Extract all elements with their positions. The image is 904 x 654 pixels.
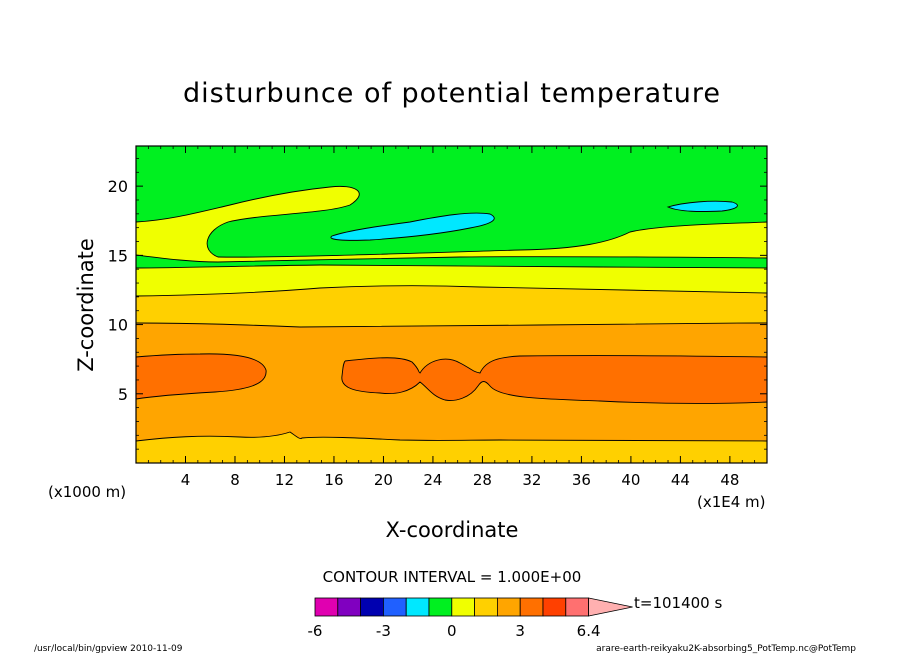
contour-line	[341, 355, 768, 404]
colorbar-labels: -6 -3 0 3 6.4	[308, 622, 601, 640]
colorbar-swatch	[519, 597, 544, 617]
x-axis: 4 8 12 16 20 24 28 32 36 40 44 48	[147, 146, 756, 489]
colorbar-swatch	[428, 597, 453, 617]
contour-line	[135, 353, 267, 400]
x-axis-label: X-coordinate	[386, 518, 519, 542]
colorbar	[314, 597, 633, 617]
y-tick-label: 5	[118, 385, 128, 404]
band-lower-gold	[136, 432, 767, 463]
colorbar-label: 6.4	[577, 622, 601, 640]
x-unit-label: (x1E4 m)	[697, 493, 766, 511]
colorbar-label: 0	[447, 622, 457, 640]
x-tick-label: 8	[230, 471, 240, 489]
colorbar-swatch	[496, 597, 521, 617]
colorbar-swatch	[474, 597, 498, 617]
colorbar-label: -3	[376, 622, 391, 640]
contour-line	[135, 285, 768, 297]
x-tick-label: 28	[473, 471, 492, 489]
contour-line	[135, 254, 768, 263]
y-axis: 5 10 15 20	[108, 158, 767, 450]
contour-line	[135, 264, 768, 269]
contour-line	[135, 185, 768, 258]
plot-area	[135, 145, 768, 464]
x-tick-label: 40	[621, 471, 640, 489]
colorbar-label: -6	[308, 622, 323, 640]
right-edge-notch	[760, 258, 767, 267]
contour-interval: CONTOUR INTERVAL = 1.000E+00	[323, 568, 582, 586]
colorbar-swatch	[542, 597, 567, 617]
colorbar-swatch	[337, 597, 361, 617]
x-tick-label: 48	[720, 471, 739, 489]
colorbar-swatch	[314, 597, 339, 617]
y-axis-label: Z-coordinate	[74, 238, 98, 372]
colorbar-swatch	[451, 597, 475, 617]
x-tick-label: 4	[181, 471, 191, 489]
contour-line	[666, 200, 738, 212]
cyan-blob-center	[330, 213, 495, 241]
x-tick-label: 12	[275, 471, 294, 489]
x-tick-label: 32	[522, 471, 541, 489]
plot-frame	[135, 145, 768, 464]
y-tick-label: 20	[108, 177, 128, 196]
contour-line	[330, 212, 495, 241]
y-tick-label: 10	[108, 316, 128, 335]
x-tick-label: 44	[671, 471, 690, 489]
colorbar-swatch	[382, 597, 407, 617]
x-tick-label: 24	[423, 471, 442, 489]
contour-line	[135, 322, 768, 328]
footer-right: arare-earth-reikyaku2K-absorbing5_PotTem…	[596, 644, 856, 654]
chart-title: disturbunce of potential temperature	[183, 78, 721, 109]
colorbar-swatch	[405, 597, 430, 617]
colorbar-swatch	[565, 597, 589, 617]
x-tick-label: 16	[324, 471, 343, 489]
x-tick-label: 20	[374, 471, 393, 489]
colorbar-swatch	[360, 597, 384, 617]
footer-left: /usr/local/bin/gpview 2010-11-09	[34, 644, 183, 654]
y-tick-label: 15	[108, 246, 128, 265]
z-unit-label: (x1000 m)	[48, 483, 126, 501]
colorbar-label: 3	[515, 622, 525, 640]
contour-line	[135, 431, 768, 442]
x-tick-label: 36	[572, 471, 591, 489]
band-dark-orange	[136, 353, 267, 399]
cyan-blob-right	[668, 201, 738, 212]
band-dark-orange-right	[341, 355, 767, 404]
time-label: t=101400 s	[634, 594, 722, 612]
colorbar-arrow	[588, 597, 633, 617]
